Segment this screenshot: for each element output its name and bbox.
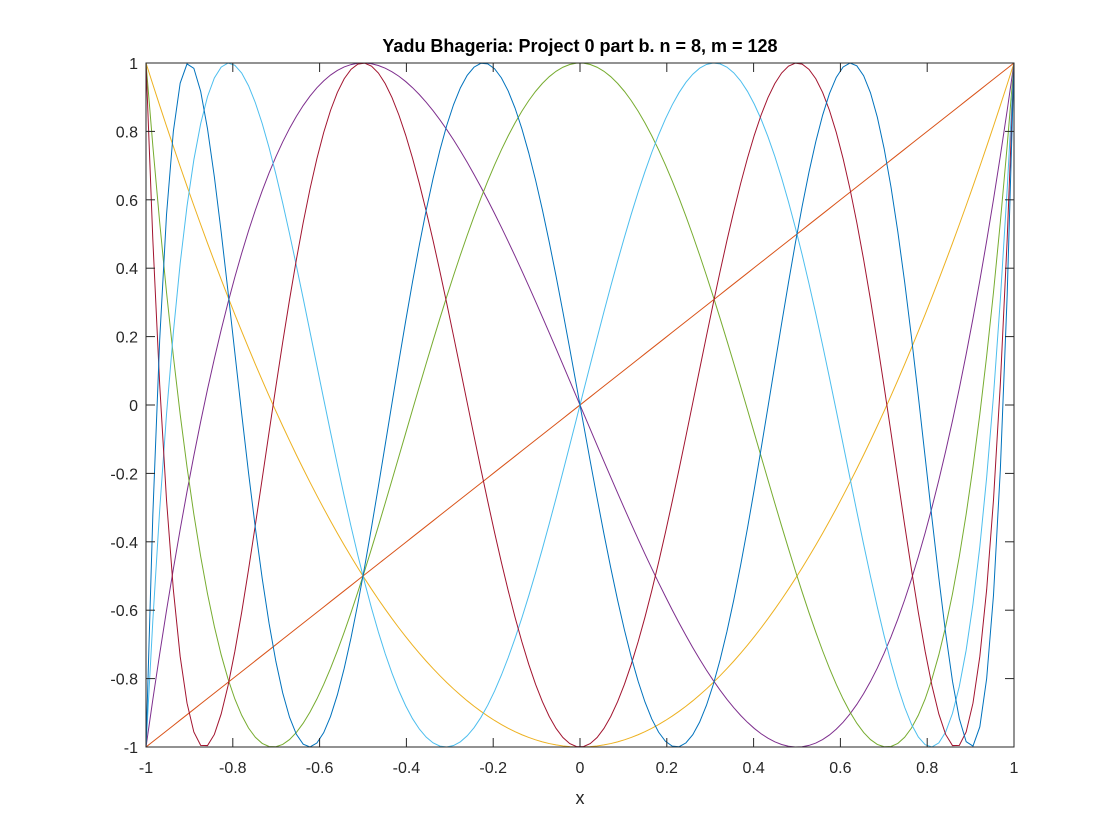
x-axis-ticks: -1 -0.8 -0.6 -0.4 -0.2 0 0.2 0.4 0.6 0.8 1 xyxy=(139,63,1019,777)
y-tick-label-0: -1 xyxy=(124,740,138,757)
x-tick-label-1: -0.8 xyxy=(219,760,247,777)
y-tick-label-9: 0.8 xyxy=(116,124,138,141)
series-line-7 xyxy=(145,62,1015,748)
y-tick-label-3: -0.4 xyxy=(110,535,138,552)
y-tick-label-7: 0.4 xyxy=(116,261,138,278)
y-axis-ticks: -1 -0.8 -0.6 -0.4 -0.2 0 0.2 0.4 0.6 0.8 1 xyxy=(110,56,1014,757)
y-tick-label-1: -0.8 xyxy=(110,672,138,689)
x-tick-label-4: -0.2 xyxy=(479,760,507,777)
y-tick-label-2: -0.6 xyxy=(110,603,138,620)
x-tick-label-8: 0.6 xyxy=(829,760,851,777)
x-tick-label-7: 0.4 xyxy=(742,760,764,777)
chart-title: Yadu Bhageria: Project 0 part b. n = 8, … xyxy=(382,36,777,56)
x-tick-label-5: 0 xyxy=(576,760,585,777)
x-tick-label-2: -0.6 xyxy=(306,760,334,777)
y-tick-label-10: 1 xyxy=(129,56,138,73)
x-tick-label-0: -1 xyxy=(139,760,153,777)
x-axis-label: x xyxy=(576,788,585,808)
y-tick-label-8: 0.6 xyxy=(116,193,138,210)
y-tick-label-4: -0.2 xyxy=(110,466,138,483)
y-tick-label-6: 0.2 xyxy=(116,330,138,347)
x-tick-label-9: 0.8 xyxy=(916,760,938,777)
x-tick-label-3: -0.4 xyxy=(393,760,421,777)
x-tick-label-6: 0.2 xyxy=(656,760,678,777)
x-tick-label-10: 1 xyxy=(1010,760,1019,777)
y-tick-label-5: 0 xyxy=(129,398,138,415)
